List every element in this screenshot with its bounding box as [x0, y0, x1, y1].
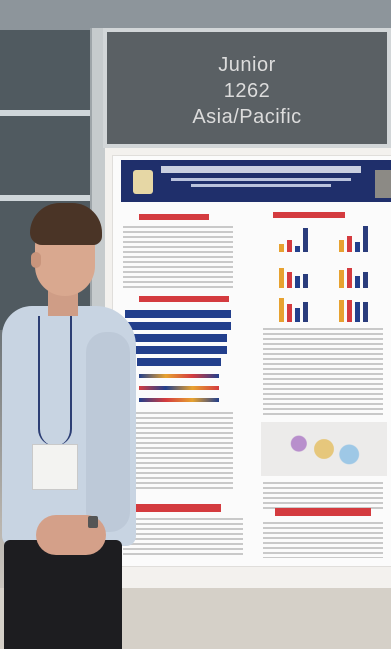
bar-plot [333, 294, 381, 322]
plot-bar [355, 302, 360, 322]
text-block [263, 482, 383, 510]
protein-structure-image [261, 422, 387, 476]
poster-subtitle-lines [171, 178, 351, 181]
sequence-diagram [139, 374, 219, 378]
poster-subtitle-lines [191, 184, 331, 187]
hair [30, 203, 102, 245]
poster-title-lines [161, 166, 361, 173]
text-block [263, 522, 383, 558]
plot-bar [339, 270, 344, 288]
text-block [123, 518, 243, 558]
plot-bar [287, 272, 292, 288]
section-header [273, 212, 345, 218]
author-photo [375, 170, 391, 198]
ceiling-beam [0, 0, 391, 30]
research-poster [112, 155, 391, 567]
sequence-diagram [139, 386, 219, 390]
name-badge [32, 444, 78, 490]
section-header [139, 296, 229, 302]
plot-bar [295, 276, 300, 288]
sign-number: 1262 [223, 80, 271, 102]
sign-region: Asia/Pacific [192, 106, 302, 128]
bar-plot [333, 260, 381, 288]
text-block [263, 328, 383, 418]
student-presenter [0, 0, 140, 649]
flow-box [125, 322, 231, 330]
flow-box [131, 334, 227, 342]
ear [31, 252, 41, 268]
plot-bar [355, 276, 360, 288]
plot-bar [363, 272, 368, 288]
plot-bar [347, 300, 352, 322]
booth-sign: Junior 1262 Asia/Pacific [103, 28, 391, 148]
text-block [123, 412, 233, 492]
plot-bar [295, 246, 300, 252]
bar-plot [333, 224, 381, 252]
plot-bar [363, 302, 368, 322]
flow-box [137, 358, 221, 366]
bar-plot [273, 294, 321, 322]
sequence-diagram [139, 398, 219, 402]
truss-bar [0, 195, 105, 201]
plot-bar [279, 268, 284, 288]
plot-bar [347, 268, 352, 288]
text-block [123, 226, 233, 288]
flow-box [131, 346, 227, 354]
flow-box [125, 310, 231, 318]
truss-bar [0, 110, 105, 116]
lanyard [38, 316, 72, 446]
plot-bar [355, 242, 360, 252]
pants [4, 540, 122, 649]
plot-bar [295, 308, 300, 322]
plot-bar [339, 300, 344, 322]
plot-bar [303, 228, 308, 252]
plot-bar [363, 226, 368, 252]
arm [86, 332, 130, 532]
sign-category: Junior [218, 54, 276, 76]
university-logo [133, 170, 153, 194]
plot-bar [303, 274, 308, 288]
section-header [275, 508, 371, 516]
plot-bar [303, 302, 308, 322]
plot-bar [347, 236, 352, 252]
plot-bar [279, 244, 284, 252]
booth-pole [90, 28, 106, 368]
plot-bar [339, 240, 344, 252]
plot-bar [287, 304, 292, 322]
plot-bar [279, 298, 284, 322]
poster-header [121, 160, 391, 202]
plot-bar [287, 240, 292, 252]
section-header [139, 214, 209, 220]
bar-plot [273, 224, 321, 252]
watch-icon [88, 516, 98, 528]
section-header [131, 504, 221, 512]
bar-plot [273, 260, 321, 288]
